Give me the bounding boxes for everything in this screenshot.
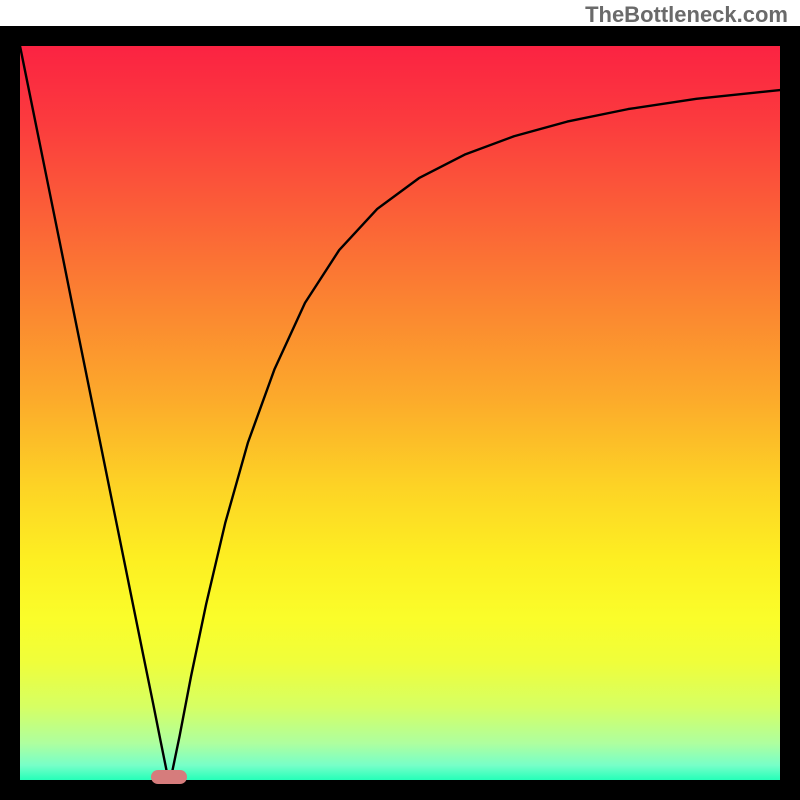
minimum-marker — [151, 770, 187, 784]
chart-container: { "watermark": { "text": "TheBottleneck.… — [0, 0, 800, 800]
watermark-text: TheBottleneck.com — [585, 2, 788, 28]
chart-gradient-bg — [20, 46, 780, 780]
